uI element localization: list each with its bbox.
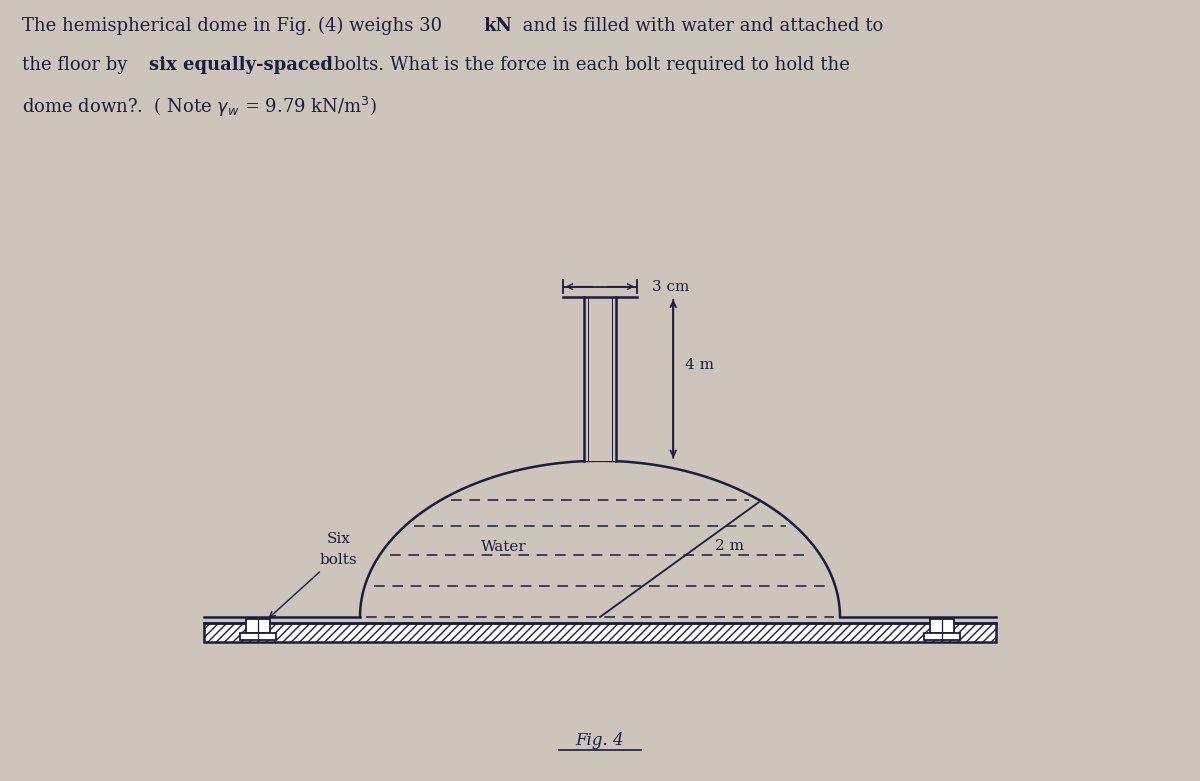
Text: 4 m: 4 m: [685, 358, 714, 372]
Text: The hemispherical dome in Fig. (4) weighs 30: The hemispherical dome in Fig. (4) weigh…: [22, 17, 448, 35]
Text: and is filled with water and attached to: and is filled with water and attached to: [517, 17, 883, 35]
Text: Six: Six: [326, 532, 350, 546]
Text: kN: kN: [484, 17, 512, 35]
Text: 2 m: 2 m: [715, 539, 744, 553]
Text: 3 cm: 3 cm: [652, 280, 689, 294]
Bar: [204, 623, 996, 642]
Text: bolts: bolts: [319, 553, 358, 567]
Text: the floor by: the floor by: [22, 56, 133, 74]
Text: dome down?.  ( Note $\gamma_w$ = 9.79 kN/m$^3$): dome down?. ( Note $\gamma_w$ = 9.79 kN/…: [22, 95, 377, 119]
Text: Fig. 4: Fig. 4: [576, 732, 624, 749]
Bar: [584, 297, 616, 461]
Bar: [924, 633, 960, 640]
Text: six equally-spaced: six equally-spaced: [149, 56, 332, 74]
Bar: [930, 619, 954, 633]
Text: bolts. What is the force in each bolt required to hold the: bolts. What is the force in each bolt re…: [328, 56, 850, 74]
Text: Water: Water: [481, 540, 527, 554]
Bar: [246, 619, 270, 633]
Bar: [240, 633, 276, 640]
